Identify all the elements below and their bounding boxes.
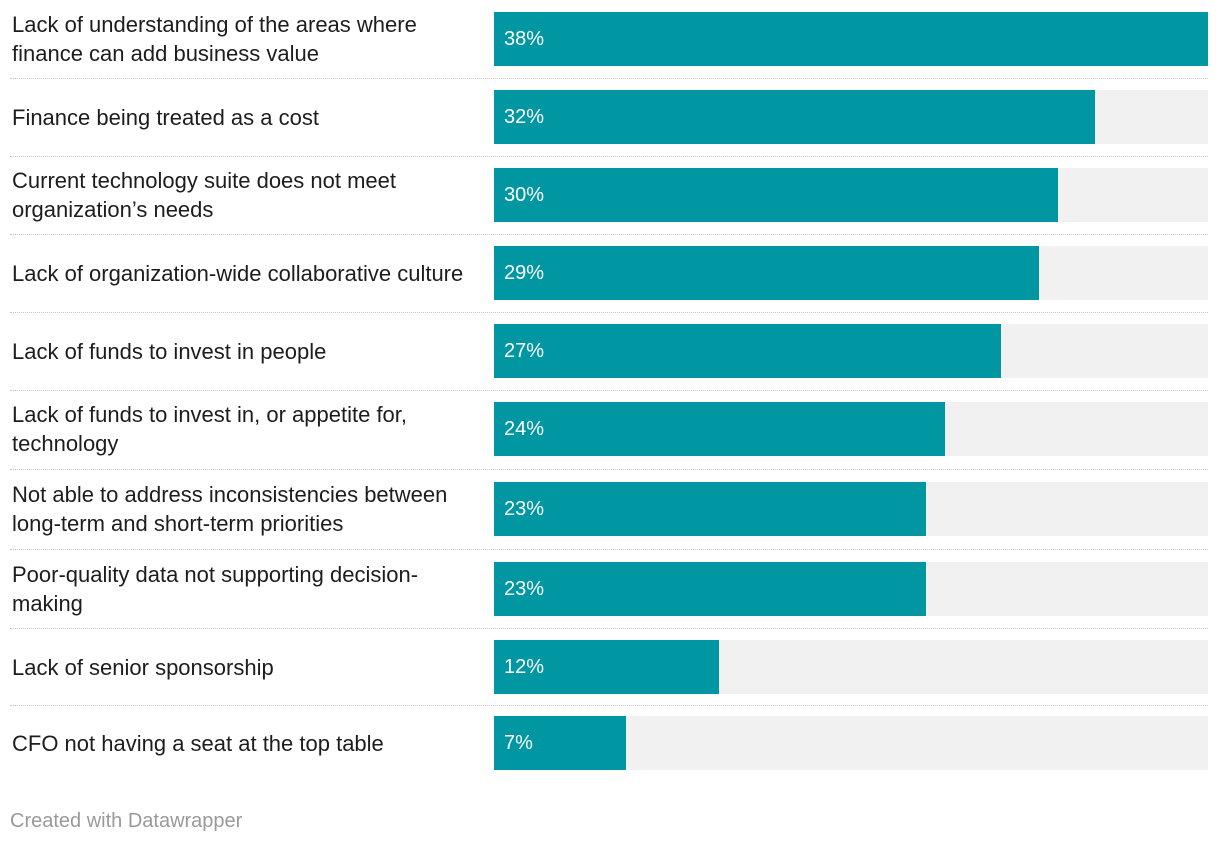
value-label: 24%	[504, 418, 545, 440]
bar	[494, 716, 626, 770]
value-label: 12%	[504, 656, 545, 678]
row-separator	[10, 312, 1208, 313]
bar-track: 24%	[494, 402, 1208, 456]
category-label: Lack of funds to invest in, or appetite …	[12, 402, 408, 456]
bar	[494, 640, 720, 694]
bar-row: Lack of understanding of the areas where…	[0, 12, 1220, 66]
bar	[494, 324, 1002, 378]
category-label: Lack of organization-wide collaborative …	[12, 260, 464, 286]
row-separator	[10, 156, 1208, 157]
row-separator	[10, 78, 1208, 79]
category-label: Not able to address inconsistencies betw…	[12, 482, 448, 536]
datawrapper-credit: Created with Datawrapper	[10, 810, 243, 832]
value-label: 7%	[504, 732, 533, 754]
value-label: 27%	[504, 340, 545, 362]
bar	[494, 168, 1058, 222]
category-label: Current technology suite does not meet o…	[12, 168, 397, 222]
category-label: Lack of senior sponsorship	[12, 654, 274, 680]
row-separator	[10, 469, 1208, 470]
bar-track: 23%	[494, 482, 1208, 536]
bar-row: CFO not having a seat at the top table 7%	[0, 716, 1220, 770]
category-label: CFO not having a seat at the top table	[12, 730, 384, 756]
bar-chart: Lack of understanding of the areas where…	[0, 12, 1220, 770]
row-separator	[10, 628, 1208, 629]
value-label: 32%	[504, 106, 545, 128]
value-label: 29%	[504, 262, 545, 284]
bar-track: 30%	[494, 168, 1208, 222]
bar-row: Lack of funds to invest in people 27%	[0, 324, 1220, 378]
value-label: 23%	[504, 498, 545, 520]
bar-row: Lack of senior sponsorship 12%	[0, 640, 1220, 694]
bar	[494, 246, 1039, 300]
category-label: Finance being treated as a cost	[12, 104, 319, 130]
bar-track: 23%	[494, 562, 1208, 616]
bar-track: 27%	[494, 324, 1208, 378]
value-label: 23%	[504, 578, 545, 600]
bar	[494, 12, 1208, 66]
category-label: Lack of funds to invest in people	[12, 338, 327, 364]
bar-track: 29%	[494, 246, 1208, 300]
category-label: Poor-quality data not supporting decisio…	[12, 562, 419, 616]
bar-track: 32%	[494, 90, 1208, 144]
bar-row: Current technology suite does not meet o…	[0, 168, 1220, 222]
bar-track: 38%	[494, 12, 1208, 66]
row-separator	[10, 705, 1208, 706]
row-separator	[10, 549, 1208, 550]
row-separator	[10, 234, 1208, 235]
bar-row: Poor-quality data not supporting decisio…	[0, 562, 1220, 616]
bar-track: 12%	[494, 640, 1208, 694]
bar-track: 7%	[494, 716, 1208, 770]
category-label: Lack of understanding of the areas where…	[12, 12, 417, 66]
bar	[494, 402, 945, 456]
bar	[494, 562, 927, 616]
bar	[494, 90, 1096, 144]
bar	[494, 482, 927, 536]
bar-row: Lack of funds to invest in, or appetite …	[0, 402, 1220, 456]
bar-row: Not able to address inconsistencies betw…	[0, 482, 1220, 536]
value-label: 38%	[504, 28, 545, 50]
value-label: 30%	[504, 184, 545, 206]
bar-row: Finance being treated as a cost 32%	[0, 90, 1220, 144]
row-separator	[10, 390, 1208, 391]
bar-row: Lack of organization-wide collaborative …	[0, 246, 1220, 300]
